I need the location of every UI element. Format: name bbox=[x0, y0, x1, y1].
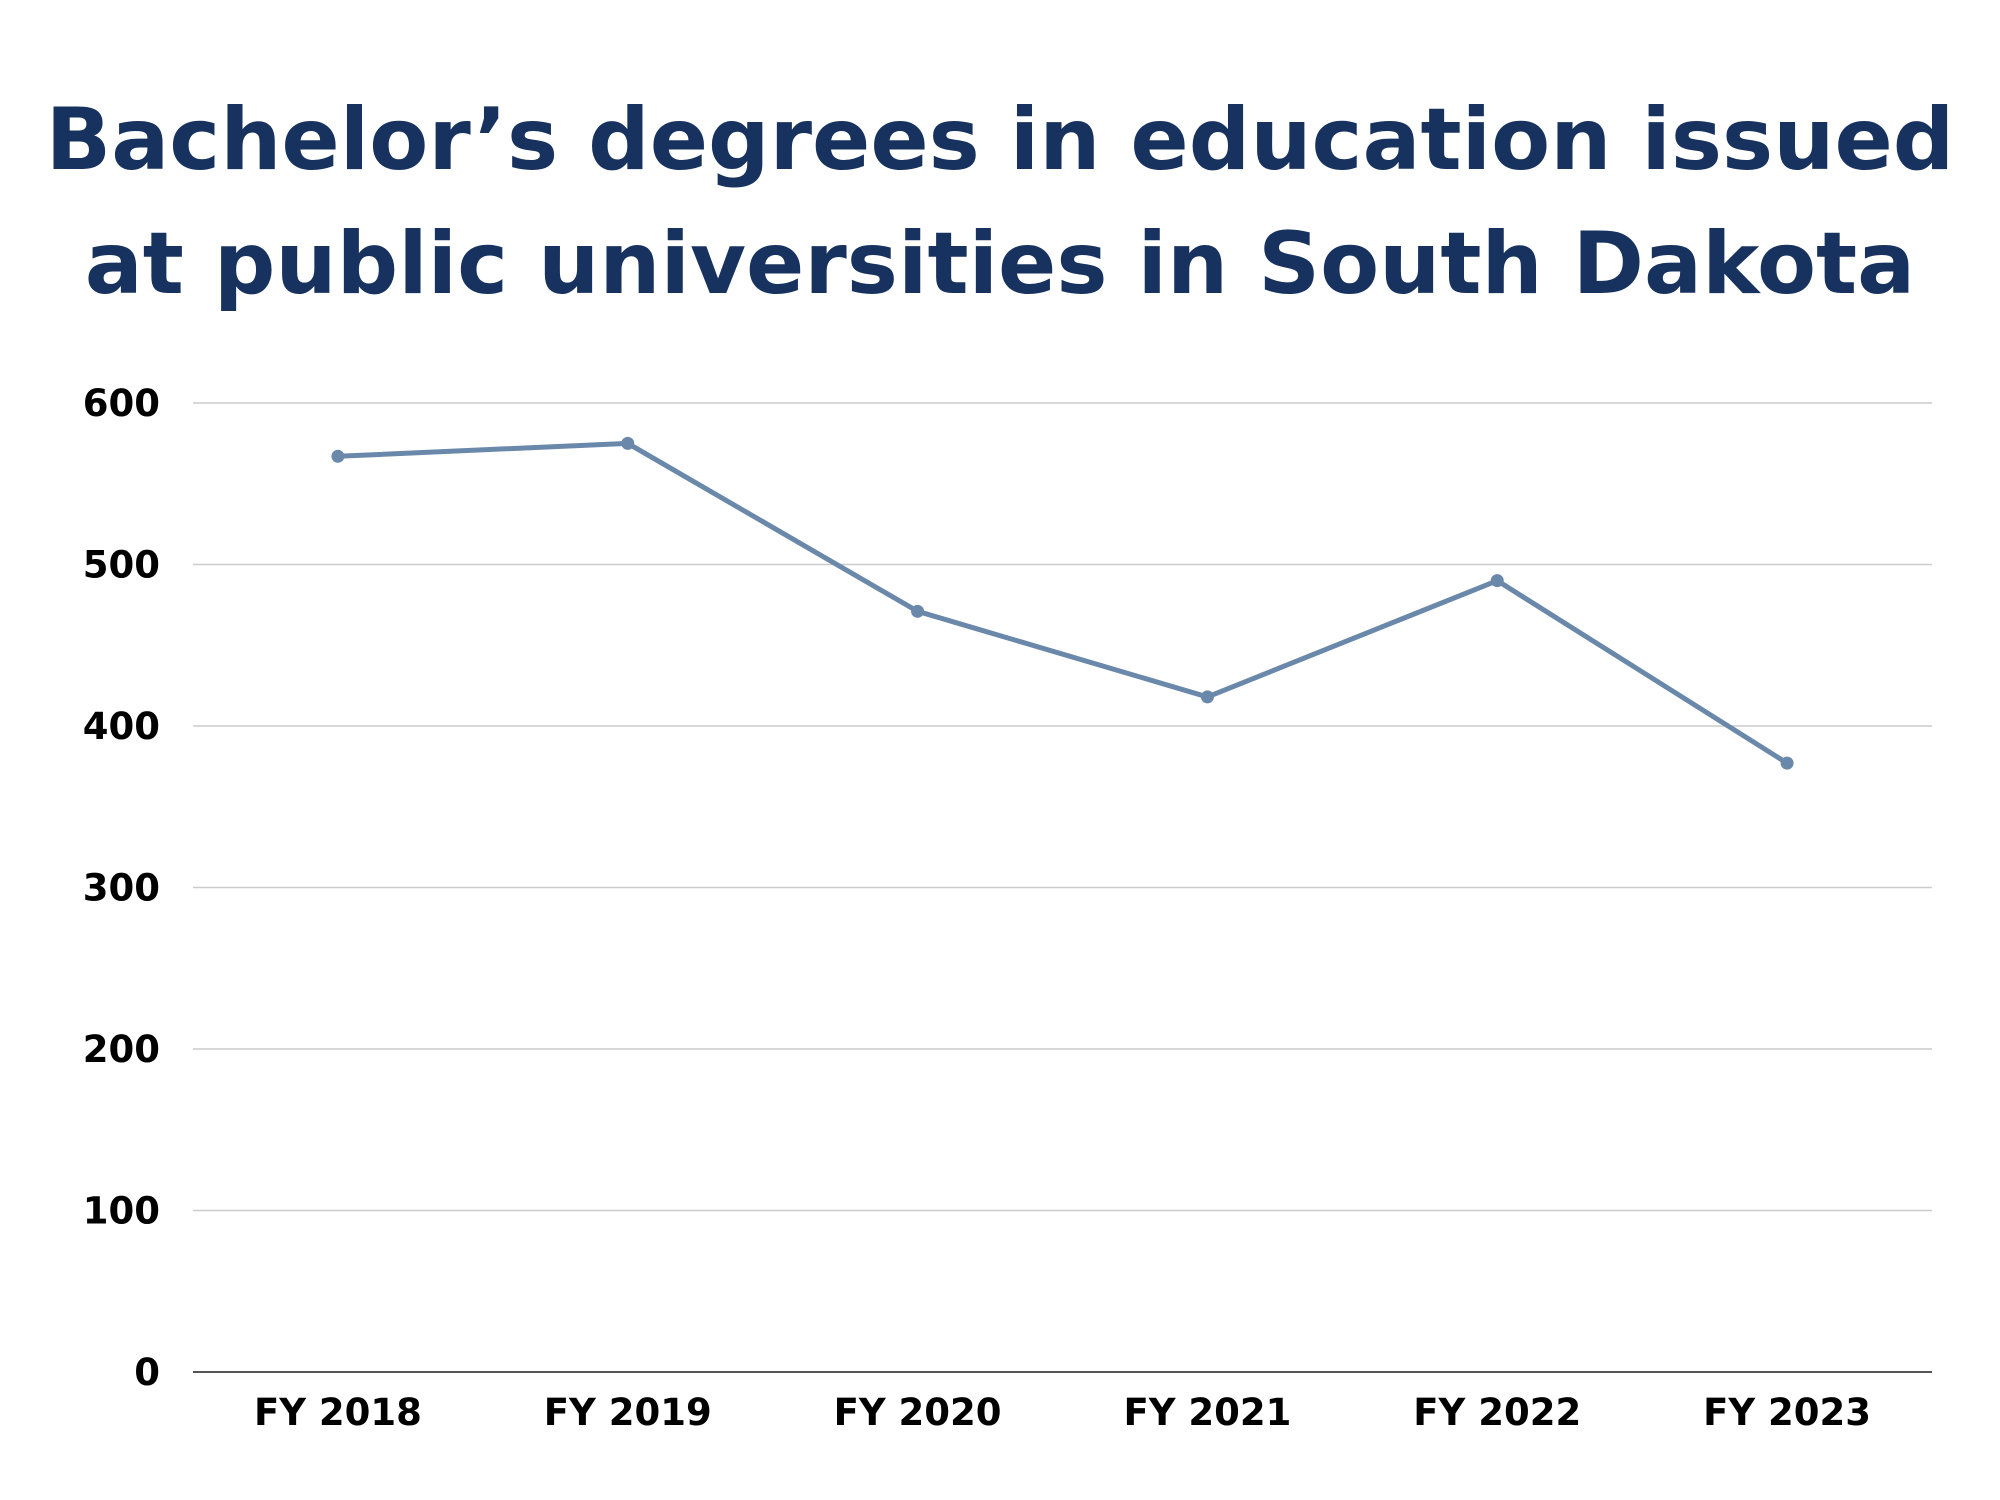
x-axis-tick-labels: FY 2018 FY 2019 FY 2020 FY 2021 FY 2022 FY 20… bbox=[254, 1391, 1871, 1434]
y-tick-label: 400 bbox=[83, 705, 160, 748]
data-point bbox=[1780, 756, 1794, 770]
y-tick-label: 300 bbox=[83, 867, 160, 910]
y-tick-label: 500 bbox=[83, 544, 160, 587]
chart-title-line-2: at public universities in South Dakota bbox=[84, 214, 1916, 314]
y-tick-label: 100 bbox=[83, 1190, 160, 1233]
series-line bbox=[335, 440, 1790, 766]
gridlines bbox=[193, 402, 1932, 1373]
data-point bbox=[911, 604, 925, 618]
data-point bbox=[1490, 574, 1504, 588]
y-tick-label: 0 bbox=[134, 1351, 160, 1394]
data-point bbox=[621, 436, 635, 450]
x-tick-label: FY 2022 bbox=[1413, 1391, 1581, 1434]
series-layer bbox=[331, 436, 1794, 770]
chart-title-line-1: Bachelor’s degrees in education issued bbox=[45, 90, 1955, 190]
y-axis-tick-labels: 0 100 200 300 400 500 600 bbox=[83, 382, 160, 1394]
chart-title: Bachelor’s degrees in education issued a… bbox=[0, 78, 2000, 326]
x-tick-label: FY 2018 bbox=[254, 1391, 422, 1434]
data-point bbox=[1200, 690, 1214, 704]
x-tick-label: FY 2019 bbox=[544, 1391, 712, 1434]
x-tick-label: FY 2023 bbox=[1703, 1391, 1871, 1434]
y-tick-label: 600 bbox=[83, 382, 160, 425]
x-tick-label: FY 2021 bbox=[1123, 1391, 1291, 1434]
y-tick-label: 200 bbox=[83, 1028, 160, 1071]
data-point bbox=[331, 449, 345, 463]
x-tick-label: FY 2020 bbox=[834, 1391, 1002, 1434]
